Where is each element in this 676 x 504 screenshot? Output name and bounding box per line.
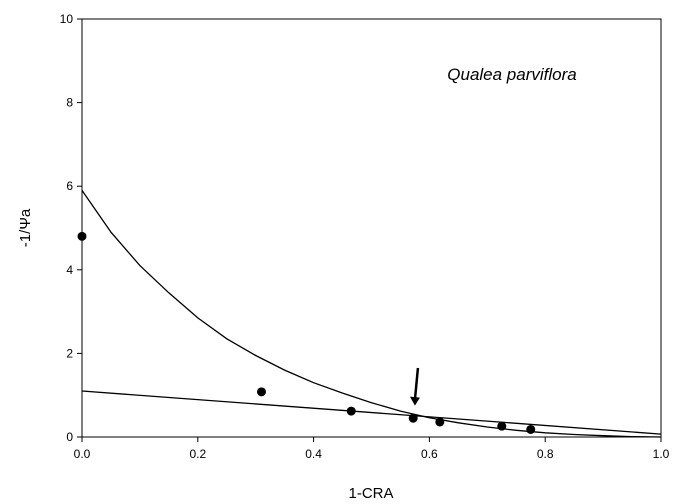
- x-tick-label: 0.0: [74, 447, 91, 461]
- data-point: [497, 421, 507, 431]
- y-tick-label: 10: [60, 12, 74, 26]
- x-tick-label: 0.8: [537, 447, 554, 461]
- y-axis-ticks: 0 2 4 6 8 10: [60, 12, 82, 444]
- x-tick-label: 0.2: [189, 447, 206, 461]
- y-tick-label: 0: [66, 430, 73, 444]
- data-point: [435, 417, 445, 427]
- series-line-2: [81, 390, 662, 435]
- fit-curves: [81, 190, 662, 438]
- data-point: [526, 424, 536, 434]
- y-axis-title: -1/Ψa: [17, 208, 34, 247]
- y-tick-label: 8: [66, 96, 73, 110]
- arrow-shaft: [413, 367, 420, 400]
- x-tick-label: 0.6: [421, 447, 438, 461]
- data-point: [256, 387, 266, 397]
- series-line-1: [81, 190, 662, 438]
- breakpoint-arrow: [409, 367, 420, 406]
- x-tick-label: 0.4: [305, 447, 322, 461]
- x-tick-label: 1.0: [653, 447, 670, 461]
- species-annotation: Qualea parviflora: [447, 65, 576, 84]
- data-point: [346, 406, 356, 416]
- y-tick-label: 6: [66, 179, 73, 193]
- plot-area-frame: [81, 18, 662, 438]
- arrow-head: [409, 396, 420, 406]
- x-axis-title: 1-CRA: [348, 485, 393, 502]
- y-tick-label: 4: [66, 263, 73, 277]
- y-tick-label: 2: [66, 346, 73, 360]
- data-point: [408, 413, 418, 423]
- x-axis-ticks: 0.0 0.2 0.4 0.6 0.8 1.0: [74, 437, 670, 461]
